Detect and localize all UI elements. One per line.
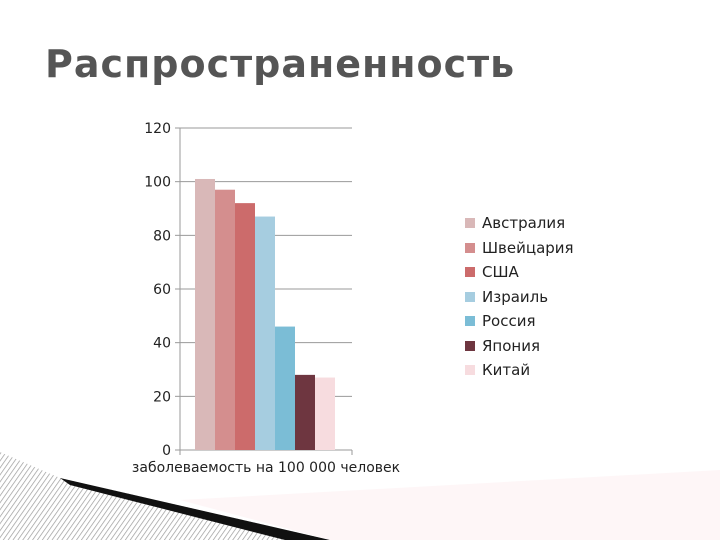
y-tick-label: 120: [144, 121, 171, 137]
legend-label: Швейцария: [482, 238, 574, 257]
legend-swatch: [465, 291, 475, 302]
legend-label: Япония: [482, 336, 540, 355]
legend-item: Россия: [465, 309, 574, 334]
bar-3: [235, 203, 255, 450]
legend-item: Австралия: [465, 211, 574, 236]
y-tick-label: 0: [162, 443, 171, 459]
legend-label: США: [482, 263, 519, 282]
y-tick-label: 60: [153, 282, 171, 298]
slide-title: Распространенность: [45, 42, 516, 86]
bar-4: [255, 216, 275, 450]
legend-swatch: [465, 267, 475, 278]
legend-swatch: [465, 365, 475, 376]
legend-label: Австралия: [482, 214, 566, 233]
legend-swatch: [465, 340, 475, 351]
legend-swatch: [465, 242, 475, 253]
bar-6: [295, 374, 315, 450]
legend-item: Китай: [465, 358, 574, 383]
bar-5: [275, 326, 295, 450]
legend-item: Швейцария: [465, 236, 574, 261]
bar-7: [315, 377, 335, 450]
legend-item: Япония: [465, 334, 574, 359]
legend-item: Израиль: [465, 285, 574, 310]
legend-swatch: [465, 316, 475, 327]
legend-label: Россия: [482, 312, 536, 331]
y-tick-label: 80: [153, 228, 171, 244]
legend-item: США: [465, 260, 574, 285]
bar-1: [195, 178, 215, 450]
x-category-label: заболеваемость на 100 000 человек: [132, 460, 400, 476]
legend-label: Израиль: [482, 287, 549, 306]
y-tick-label: 40: [153, 336, 171, 352]
chart-legend: Австралия Швейцария США Израиль Россия Япония…: [465, 211, 574, 383]
legend-swatch: [465, 218, 475, 229]
y-tick-label: 20: [153, 389, 171, 405]
legend-label: Китай: [482, 361, 531, 380]
bar-2: [215, 189, 235, 450]
y-tick-label: 100: [144, 175, 171, 191]
